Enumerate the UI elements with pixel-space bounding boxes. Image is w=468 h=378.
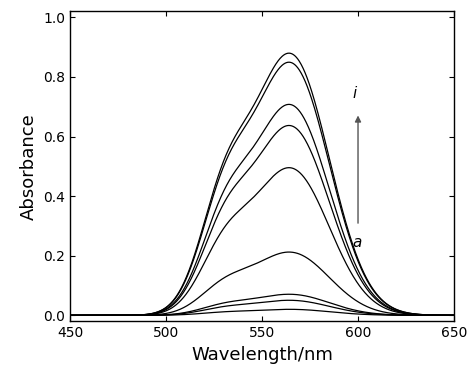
Text: i: i — [352, 86, 357, 101]
Text: a: a — [352, 235, 362, 250]
Y-axis label: Absorbance: Absorbance — [20, 113, 38, 220]
X-axis label: Wavelength/nm: Wavelength/nm — [191, 346, 333, 364]
